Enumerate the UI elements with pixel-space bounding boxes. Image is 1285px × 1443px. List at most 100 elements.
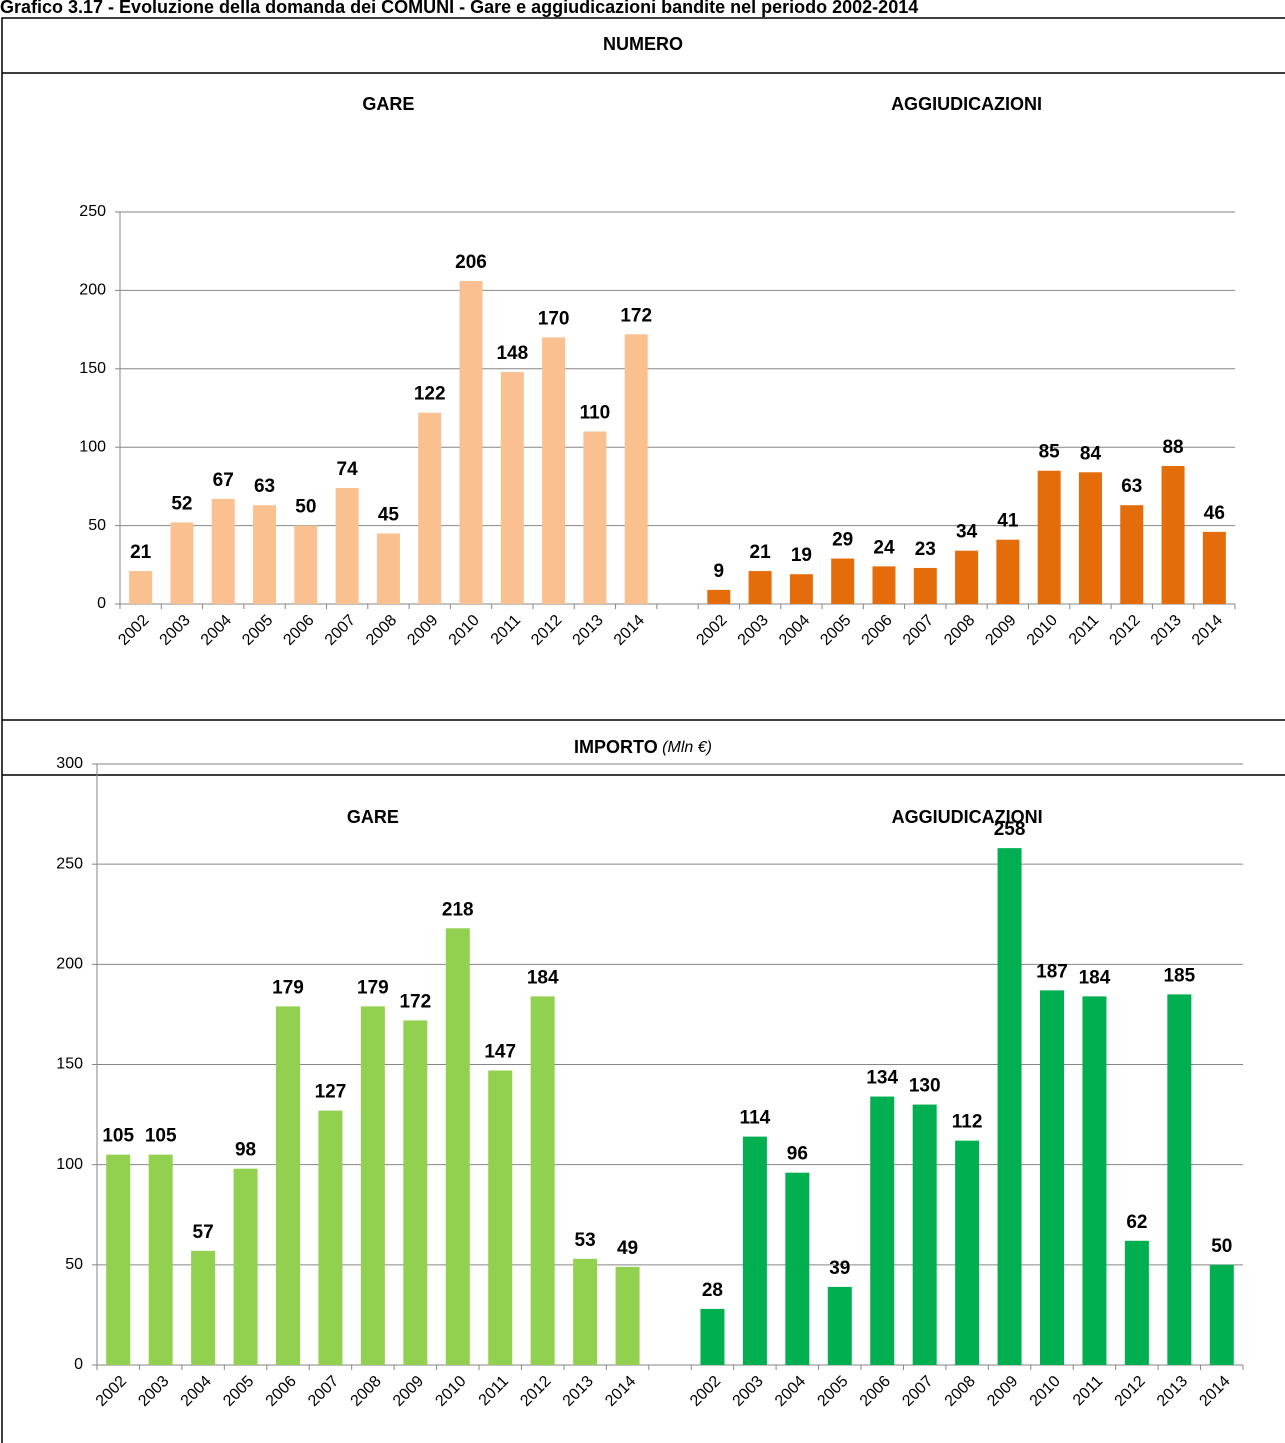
bar (129, 571, 153, 604)
value-label: 172 (620, 305, 652, 326)
bar (418, 412, 442, 604)
value-label: 187 (1036, 961, 1068, 982)
x-tick-label: 2005 (817, 612, 854, 649)
bar (294, 525, 318, 604)
x-tick-label: 2011 (476, 1373, 512, 1409)
x-tick-label: 2008 (348, 1373, 385, 1410)
value-label: 127 (315, 1082, 347, 1103)
value-label: 63 (1121, 476, 1142, 497)
x-tick-label: 2011 (1070, 1373, 1106, 1409)
x-tick-label: 2012 (517, 1373, 554, 1410)
value-label: 39 (829, 1258, 850, 1279)
x-tick-label: 2005 (220, 1373, 257, 1410)
x-tick-label: 2009 (982, 612, 1019, 649)
x-tick-label: 2004 (772, 1373, 809, 1410)
bar (170, 522, 194, 604)
value-label: 105 (145, 1126, 177, 1147)
value-label: 21 (750, 542, 772, 563)
x-tick-label: 2013 (570, 612, 607, 649)
y-tick-label: 250 (56, 855, 83, 872)
x-tick-label: 2012 (1106, 612, 1143, 649)
value-label: 134 (866, 1068, 898, 1089)
x-tick-label: 2009 (404, 612, 441, 649)
bar (1120, 505, 1144, 604)
bar (748, 571, 772, 604)
value-label: 184 (527, 967, 559, 988)
bar (276, 1006, 300, 1365)
x-tick-label: 2013 (1148, 612, 1185, 649)
section-title: IMPORTO (Mln €) (574, 737, 712, 757)
bar (148, 1154, 173, 1365)
value-label: 57 (193, 1222, 214, 1243)
bar (913, 567, 937, 604)
x-tick-label: 2003 (157, 612, 194, 649)
x-tick-label: 2008 (363, 612, 400, 649)
bar (1161, 466, 1185, 604)
x-tick-label: 2012 (528, 612, 565, 649)
value-label: 258 (994, 819, 1026, 840)
bar (1167, 994, 1192, 1365)
bar (318, 1110, 343, 1365)
x-tick-label: 2006 (859, 612, 896, 649)
value-label: 50 (1211, 1236, 1232, 1257)
bar (106, 1154, 131, 1365)
bar (872, 566, 896, 604)
x-tick-label: 2007 (305, 1373, 342, 1410)
bar (211, 498, 235, 604)
x-tick-label: 2011 (1066, 612, 1102, 648)
bar (573, 1258, 598, 1365)
x-tick-label: 2013 (560, 1373, 597, 1410)
bar (233, 1168, 258, 1365)
x-tick-label: 2006 (263, 1373, 300, 1410)
value-label: 21 (130, 542, 152, 563)
x-tick-label: 2010 (1024, 612, 1061, 649)
bar (624, 334, 648, 604)
bar (996, 539, 1020, 604)
bar (912, 1104, 937, 1365)
page-title: Grafico 3.17 - Evoluzione della domanda … (0, 0, 918, 17)
x-tick-label: 2008 (941, 612, 978, 649)
x-tick-label: 2002 (687, 1373, 724, 1410)
bar (1078, 472, 1102, 604)
bar (831, 558, 855, 604)
section-title: NUMERO (603, 34, 683, 54)
bar (335, 487, 359, 604)
value-label: 34 (956, 522, 978, 543)
value-label: 41 (997, 511, 1019, 532)
value-label: 122 (414, 384, 446, 405)
bar (530, 996, 555, 1365)
bar (955, 1140, 980, 1365)
series-title: AGGIUDICAZIONI (892, 807, 1043, 827)
bar (459, 280, 483, 604)
bar (445, 928, 470, 1365)
bar (615, 1266, 640, 1365)
value-label: 88 (1162, 437, 1183, 458)
value-label: 96 (787, 1144, 808, 1165)
x-tick-label: 2014 (602, 1373, 639, 1410)
x-tick-label: 2004 (198, 612, 235, 649)
bar (191, 1250, 216, 1365)
y-tick-label: 0 (74, 1356, 83, 1373)
value-label: 172 (399, 991, 431, 1012)
frame (1, 17, 1285, 1443)
bar (827, 1286, 852, 1365)
x-tick-label: 2010 (446, 612, 483, 649)
bar (700, 1308, 725, 1365)
bar (742, 1136, 767, 1365)
value-label: 28 (702, 1280, 723, 1301)
value-label: 9 (714, 561, 725, 582)
value-label: 23 (915, 539, 936, 560)
bar (785, 1172, 810, 1365)
x-tick-label: 2003 (135, 1373, 172, 1410)
x-tick-label: 2014 (1189, 612, 1226, 649)
value-label: 84 (1080, 443, 1102, 464)
bar (1037, 470, 1061, 604)
value-label: 53 (575, 1230, 596, 1251)
x-tick-label: 2002 (115, 612, 152, 649)
value-label: 114 (740, 1108, 771, 1129)
value-label: 85 (1039, 442, 1061, 463)
x-tick-label: 2005 (239, 612, 276, 649)
x-tick-label: 2003 (735, 612, 772, 649)
value-label: 24 (873, 537, 895, 558)
bar (1082, 996, 1107, 1365)
